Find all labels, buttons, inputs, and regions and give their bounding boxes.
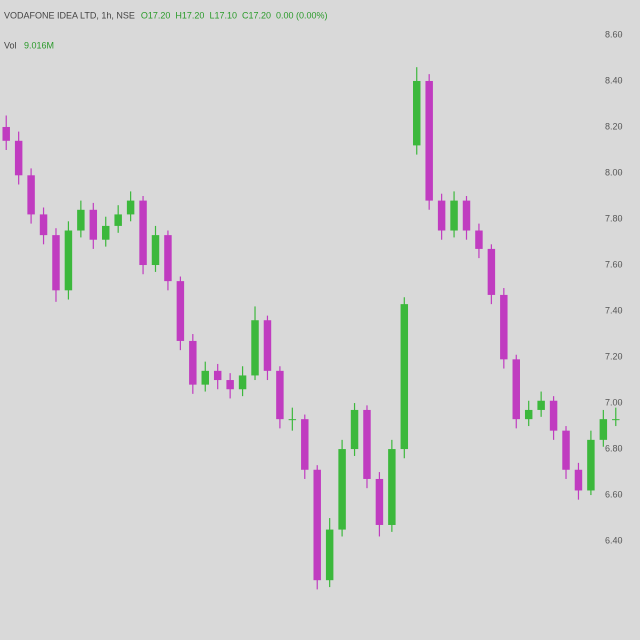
- candle-body: [500, 294, 508, 360]
- volume-label: Vol: [4, 40, 17, 50]
- y-tick-label: 7.80: [605, 213, 623, 223]
- y-tick-label: 8.40: [605, 75, 623, 85]
- candle-body: [400, 304, 409, 450]
- y-tick-label: 7.60: [605, 259, 623, 269]
- y-tick-label: 6.80: [605, 443, 623, 453]
- candle-body: [263, 320, 272, 371]
- candle-body: [77, 209, 85, 231]
- chart-title: VODAFONE IDEA LTD, 1h, NSE: [4, 10, 135, 20]
- candle-body: [462, 200, 471, 231]
- y-tick-label: 8.20: [605, 121, 623, 131]
- ohlc-value: 0.00 (0.00%): [276, 10, 328, 20]
- candle-body: [325, 529, 334, 581]
- candle-body: [338, 449, 346, 530]
- candle-body: [388, 449, 396, 525]
- candle-body: [425, 80, 433, 201]
- candle-body: [64, 230, 73, 291]
- candle-body: [587, 439, 595, 491]
- candle-body: [313, 469, 321, 581]
- candle-body: [39, 214, 48, 236]
- candle-body: [114, 214, 122, 226]
- candle-body: [549, 400, 558, 431]
- candle-body: [27, 175, 35, 215]
- candle-body: [350, 409, 359, 450]
- candle-body: [524, 409, 533, 420]
- candle-body: [238, 375, 247, 390]
- candle-body: [599, 419, 608, 440]
- candle-body: [363, 409, 371, 479]
- candle-body: [139, 200, 147, 266]
- y-tick-label: 7.20: [605, 351, 623, 361]
- candle-body: [2, 126, 10, 141]
- y-tick-label: 8.00: [605, 167, 623, 177]
- candle-body: [487, 248, 496, 295]
- candle-body: [276, 370, 284, 420]
- candle-body: [537, 400, 545, 410]
- ohlc-value: C17.20: [242, 10, 271, 20]
- y-tick-label: 8.60: [605, 29, 623, 39]
- volume-value: 9.016M: [24, 40, 54, 50]
- candle-body: [437, 200, 446, 231]
- candle-body: [89, 209, 98, 240]
- candle-body: [288, 419, 297, 421]
- candle-body: [413, 80, 421, 146]
- candle-body: [450, 200, 458, 231]
- candle-body: [475, 230, 483, 249]
- candle-body: [574, 469, 583, 491]
- candle-body: [301, 419, 309, 470]
- candle-body: [151, 235, 160, 266]
- candle-body: [14, 140, 23, 176]
- candle-body: [102, 225, 110, 240]
- candle-body: [176, 281, 185, 341]
- candle-body: [251, 320, 259, 376]
- candle-body: [164, 235, 172, 282]
- y-tick-label: 6.60: [605, 489, 623, 499]
- candle-body: [189, 340, 197, 385]
- candle-body: [213, 370, 222, 381]
- candle-body: [226, 380, 234, 390]
- y-tick-label: 7.40: [605, 305, 623, 315]
- ohlc-value: L17.10: [209, 10, 237, 20]
- y-tick-label: 7.00: [605, 397, 623, 407]
- candle-body: [612, 419, 620, 421]
- candle-body: [201, 370, 209, 385]
- ohlc-value: O17.20: [141, 10, 171, 20]
- y-tick-label: 6.40: [605, 535, 623, 545]
- candle-body: [512, 359, 520, 420]
- candle-body: [52, 235, 60, 291]
- candle-body: [375, 478, 384, 525]
- candle-body: [126, 200, 135, 215]
- ohlc-value: H17.20: [175, 10, 204, 20]
- candle-body: [562, 430, 570, 470]
